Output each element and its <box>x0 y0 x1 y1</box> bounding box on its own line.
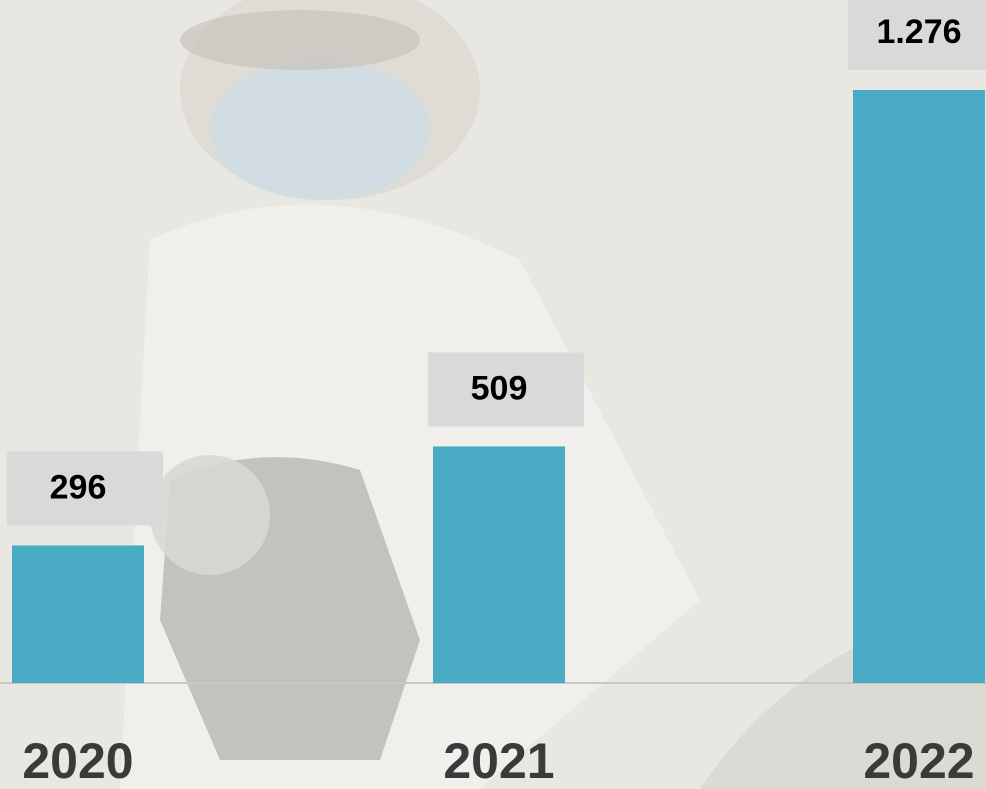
category-label: 2022 <box>863 733 974 789</box>
category-label: 2021 <box>443 733 554 789</box>
value-label-box <box>848 0 986 70</box>
value-label: 296 <box>50 468 107 506</box>
bar <box>433 446 565 683</box>
category-label: 2020 <box>22 733 133 789</box>
value-label-box <box>428 352 584 427</box>
value-label: 509 <box>471 369 528 407</box>
value-label: 1.276 <box>876 13 961 51</box>
bar <box>12 545 144 683</box>
value-label-box <box>7 451 163 526</box>
bar <box>853 90 985 683</box>
